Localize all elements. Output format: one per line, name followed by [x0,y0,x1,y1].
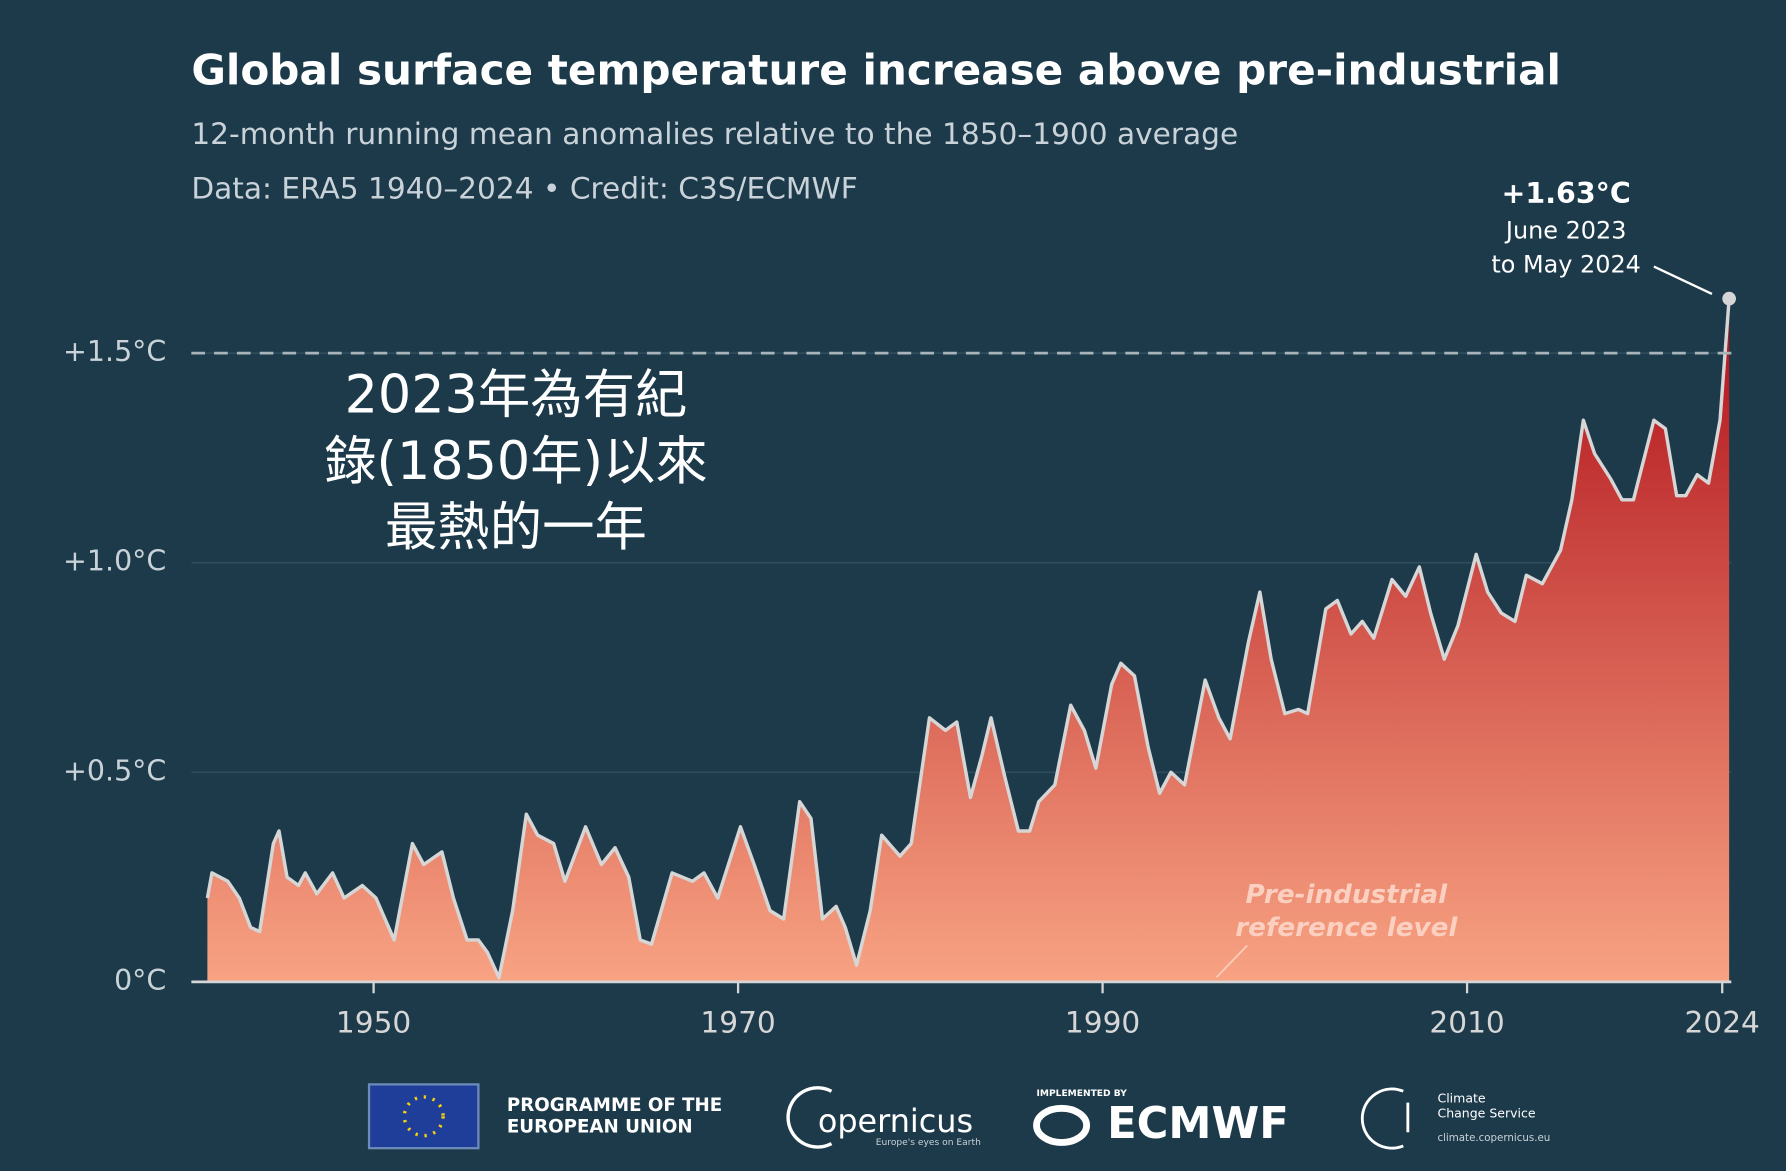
c3s-logo [1360,1087,1410,1150]
note-text: 最熱的一年 [385,497,647,558]
y-tick-label: +1.5°C [63,335,166,368]
line [205,298,1731,980]
ecmwf-logo [1033,1104,1091,1146]
ecmwf-text: ECMWF [1107,1099,1289,1149]
x-tick-label: 2024 [1685,1006,1760,1040]
copernicus-tagline: Europe's eyes on Earth [876,1138,981,1148]
x-tick-label: 1950 [336,1006,411,1040]
footer: PROGRAMME OF THE EUROPEAN UNION opernicu… [367,1083,1550,1150]
y-tick-label: +0.5°C [63,754,166,787]
peak-pointer [1653,265,1713,295]
c3s-text: Climate [1437,1091,1485,1106]
area [207,298,1730,982]
reference-pointer [1215,944,1248,978]
eu-text: EUROPEAN UNION [507,1117,693,1138]
copernicus-text: opernicus [818,1102,973,1140]
peak-point [1722,291,1736,306]
eu-flag [367,1083,480,1150]
reference-label: reference level [1235,913,1458,943]
plot-area: 0°C +0.5°C +1.0°C +1.5°C 1950 1970 1990 2010 202… [63,291,1760,1040]
x-tick-label: 2010 [1429,1006,1504,1040]
reference-label: Pre-industrial [1246,880,1449,910]
x-tick-label: 1970 [700,1006,775,1040]
x-tick-label: 1990 [1065,1006,1140,1040]
peak-period: to May 2024 [1491,250,1640,278]
c3s-text: Change Service [1437,1106,1535,1121]
note-text: 2023年為有紀 [345,365,688,426]
eu-text: PROGRAMME OF THE [507,1095,722,1116]
chart-credit: Data: ERA5 1940–2024 • Credit: C3S/ECMWF [191,172,857,206]
note-text: 錄(1850年)以來 [324,431,708,492]
ecmwf-pre: IMPLEMENTED BY [1037,1089,1128,1099]
chart-subtitle: 12-month running mean anomalies relative… [191,117,1238,151]
y-tick-label: 0°C [114,964,166,997]
copernicus-c [786,1086,833,1149]
c3s-url: climate.copernicus.eu [1437,1132,1550,1144]
chart-title: Global surface temperature increase abov… [191,45,1561,94]
peak-label: +1.63°C [1502,177,1631,210]
peak-period: June 2023 [1504,216,1627,244]
y-tick-label: +1.0°C [63,545,166,578]
